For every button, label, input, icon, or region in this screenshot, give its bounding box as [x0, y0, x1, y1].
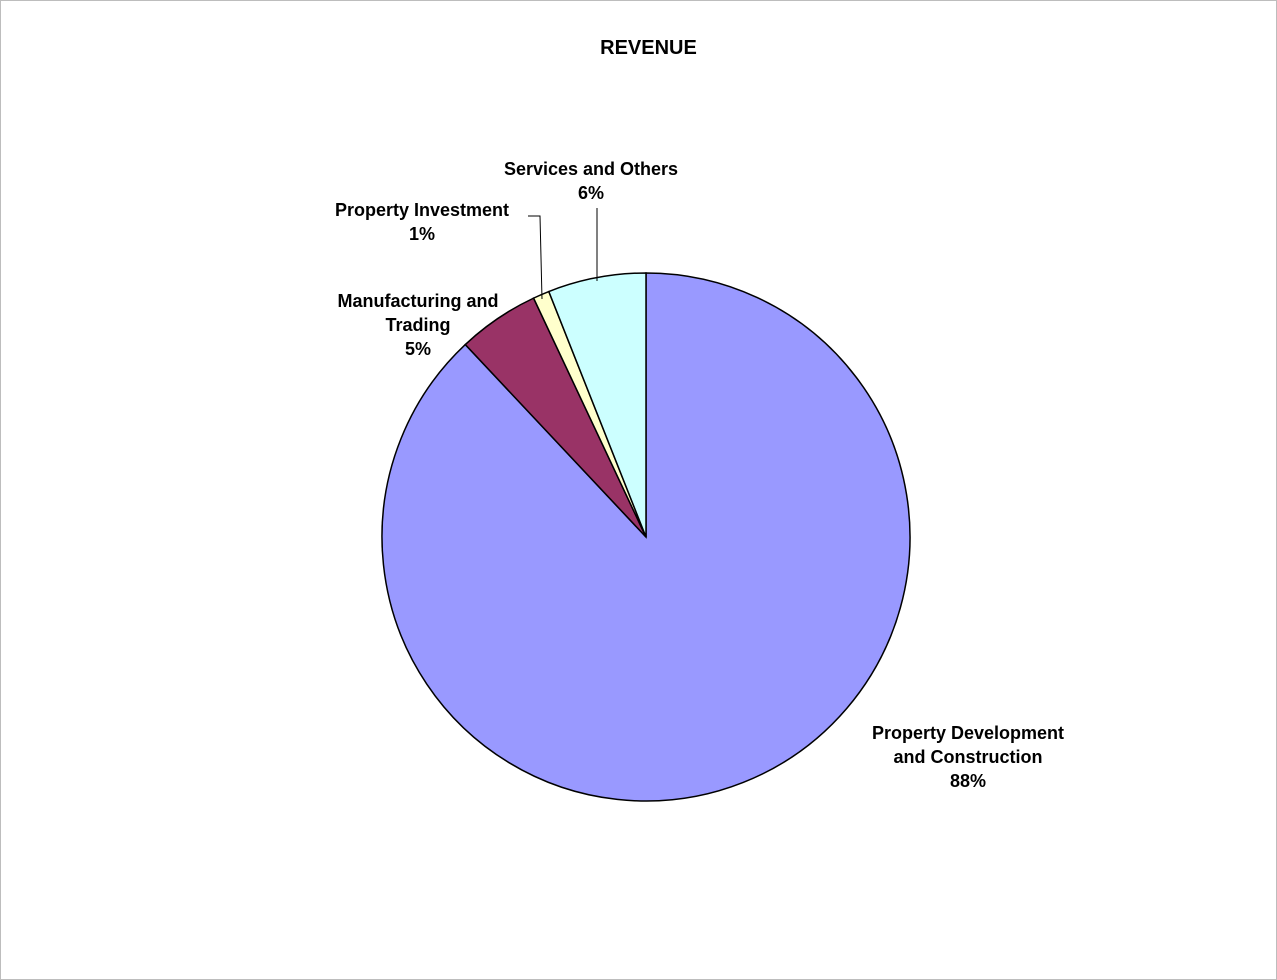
leader-line-2 — [528, 215, 543, 300]
slice-label-2: Property Investment 1% — [335, 200, 509, 244]
chart-title: REVENUE — [600, 37, 697, 59]
pie-slice-0 — [381, 272, 911, 802]
slice-label-1: Manufacturing and Trading 5% — [338, 291, 499, 359]
slice-label-0: Property Development and Construction 88% — [872, 723, 1064, 791]
slice-label-3: Services and Others 6% — [504, 159, 678, 203]
